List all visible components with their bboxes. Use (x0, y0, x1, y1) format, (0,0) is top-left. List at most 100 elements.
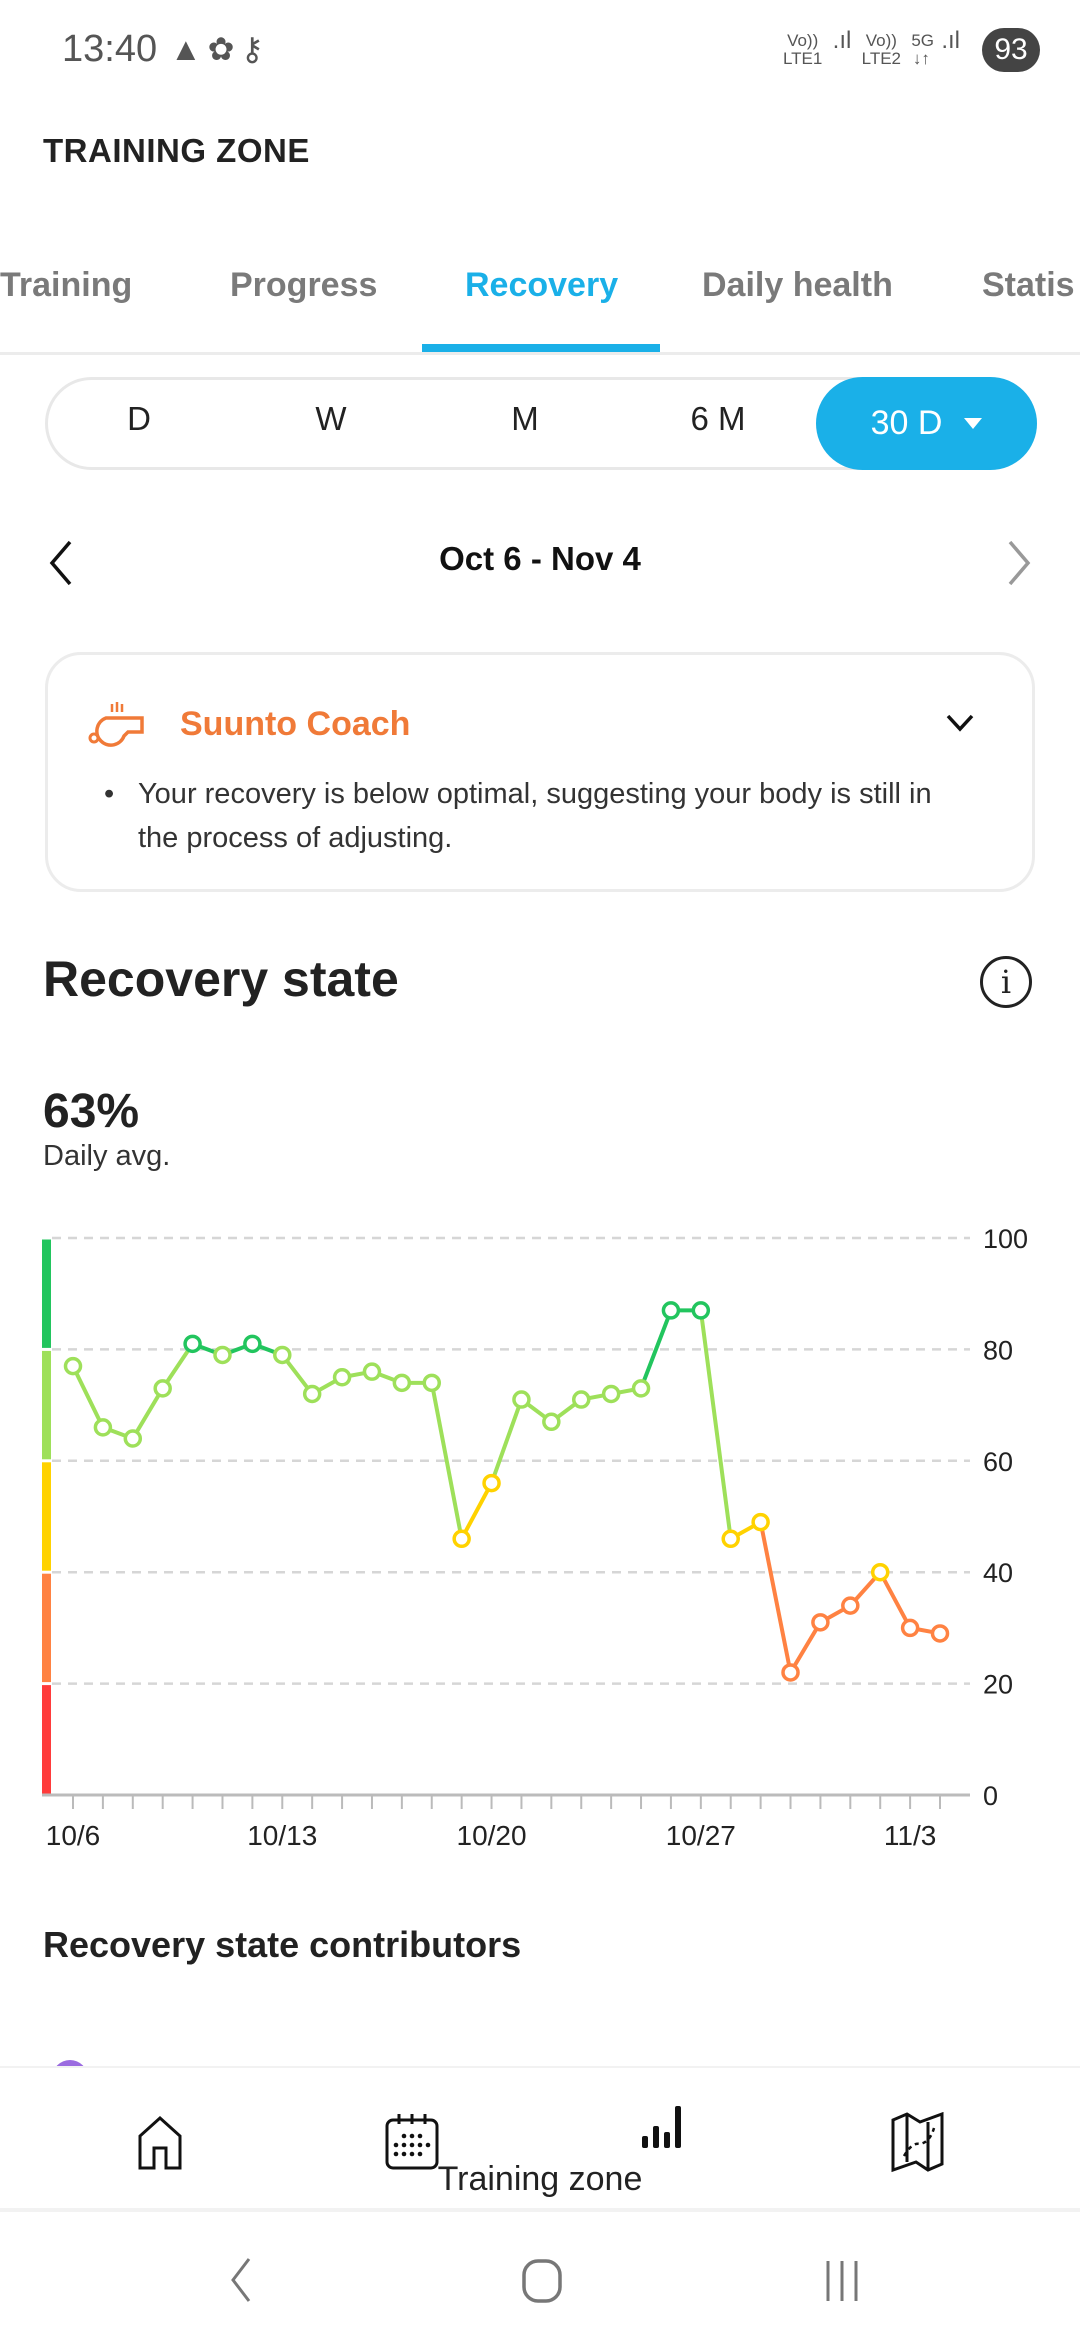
data-point (691, 1301, 711, 1320)
data-point (811, 1613, 830, 1632)
previous-period-icon[interactable] (46, 538, 76, 588)
divider (0, 352, 1080, 355)
contributor-row-sleep[interactable] (0, 2050, 1080, 2070)
active-tab-indicator (422, 344, 660, 353)
x-tick-label: 10/13 (247, 1820, 317, 1851)
network-indicators: Vo)) LTE1 .ıl Vo)) LTE2 5G ↓↑ .ıl (782, 27, 960, 68)
zone-bar (42, 1685, 51, 1794)
data-point (332, 1368, 352, 1387)
data-point (153, 1379, 172, 1398)
data-point (930, 1624, 950, 1643)
info-icon[interactable]: i (980, 956, 1032, 1008)
data-point (452, 1529, 471, 1549)
zone-bar (42, 1462, 51, 1571)
coach-title: Suunto Coach (180, 705, 411, 743)
data-point (900, 1618, 920, 1638)
range-week[interactable]: W (315, 400, 347, 437)
line-segment (71, 1364, 105, 1430)
data-point (362, 1362, 382, 1381)
data-point (392, 1373, 412, 1393)
line-segment (130, 1386, 165, 1441)
dropdown-caret-icon (964, 418, 983, 429)
chevron-down-icon[interactable] (945, 712, 975, 734)
data-point (781, 1663, 800, 1682)
y-tick-label: 40 (983, 1558, 1013, 1588)
suunto-coach-card[interactable] (45, 652, 1035, 892)
x-tick-label: 10/6 (46, 1820, 101, 1851)
data-point (183, 1334, 202, 1354)
data-point (601, 1384, 621, 1404)
tab-recovery[interactable]: Recovery (465, 266, 619, 304)
bullet: • (104, 778, 115, 810)
data-point (123, 1429, 143, 1448)
data-point (661, 1301, 681, 1320)
tab-daily-health[interactable]: Daily health (702, 266, 893, 304)
5g-label: 5G ↓↑ (911, 31, 935, 68)
data-point (841, 1596, 860, 1615)
y-tick-label: 80 (983, 1335, 1013, 1365)
data-point (571, 1390, 591, 1409)
line-segment (429, 1380, 464, 1541)
zone-bar (42, 1573, 51, 1683)
data-point (243, 1334, 262, 1354)
map-icon[interactable] (890, 2112, 946, 2174)
zone-bar (42, 1350, 51, 1460)
data-point (302, 1384, 322, 1404)
date-range-label: Oct 6 - Nov 4 (439, 540, 641, 577)
sleep-icon (52, 2060, 88, 2070)
daily-average-label: Daily avg. (43, 1140, 171, 1172)
section-title: Recovery state (43, 951, 399, 1007)
line-segment (758, 1520, 793, 1675)
coach-message: Your recovery is below optimal, suggesti… (138, 778, 932, 854)
range-30-days-dropdown[interactable]: 30 D (816, 377, 1037, 470)
system-home-icon[interactable] (520, 2255, 564, 2305)
data-point (751, 1512, 770, 1532)
signal-icon: .ıl (941, 27, 960, 54)
data-point (273, 1345, 292, 1365)
data-point (63, 1356, 83, 1376)
page-title: TRAINING ZONE (43, 132, 310, 169)
range-day[interactable]: D (127, 400, 151, 437)
system-back-icon[interactable] (225, 2255, 255, 2305)
system-navigation-bar (0, 2215, 1080, 2340)
data-point (422, 1373, 442, 1393)
y-tick-label: 20 (983, 1670, 1013, 1700)
x-tick-label: 10/27 (666, 1820, 736, 1851)
y-tick-label: 60 (983, 1447, 1013, 1477)
nav-label-training-zone[interactable]: Training zone (437, 2160, 643, 2198)
notification-icons: ▲✿⚷ (170, 31, 270, 67)
line-segment (459, 1481, 494, 1541)
tab-progress[interactable]: Progress (230, 266, 378, 304)
tab-statistics[interactable]: Statis (982, 266, 1075, 304)
data-point (542, 1412, 561, 1432)
signal-icon: .ıl (832, 27, 852, 54)
tab-training[interactable]: Training (0, 266, 133, 304)
contributors-title: Recovery state contributors (43, 1924, 522, 1965)
data-point (721, 1529, 740, 1549)
sim1-label: Vo)) LTE1 (782, 31, 823, 68)
range-month[interactable]: M (511, 400, 539, 437)
line-segment (489, 1397, 524, 1486)
home-icon[interactable] (136, 2114, 184, 2172)
whistle-icon (88, 702, 144, 747)
range-6-months[interactable]: 6 M (690, 400, 746, 437)
line-segment (698, 1308, 733, 1541)
line-segment (878, 1570, 913, 1630)
data-point (512, 1390, 531, 1409)
y-tick-label: 0 (983, 1781, 998, 1811)
recovery-chart: 0 20 40 60 80 100 10/6 10/13 10/20 10/27 11/3 (42, 1224, 1028, 1851)
training-zone-icon[interactable] (640, 2102, 686, 2150)
data-point (870, 1562, 890, 1582)
system-recents-icon[interactable] (822, 2255, 862, 2305)
line-segment (639, 1308, 673, 1391)
sim2-label: Vo)) LTE2 (861, 31, 902, 68)
x-tick-label: 11/3 (884, 1820, 936, 1851)
data-point (93, 1418, 113, 1437)
line-segment (788, 1620, 823, 1675)
x-tick-label: 10/20 (457, 1820, 527, 1851)
calendar-icon[interactable] (384, 2112, 440, 2172)
range-selected-label: 30 D (870, 404, 943, 442)
status-time: 13:40 (62, 28, 158, 70)
next-period-icon[interactable] (1004, 538, 1034, 588)
y-tick-label: 100 (983, 1224, 1028, 1254)
